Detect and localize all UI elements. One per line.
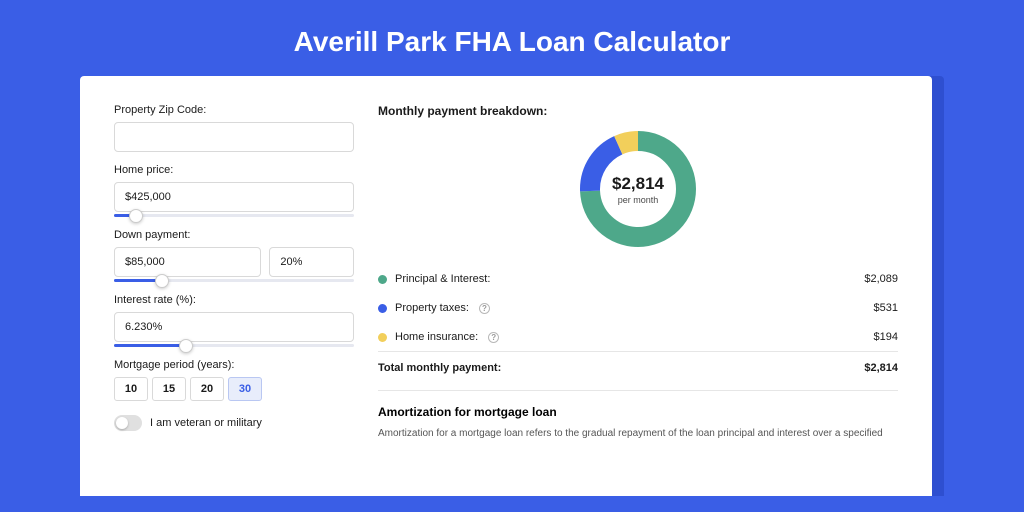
donut-chart: $2,814 per month [577,128,699,250]
interest-rate-label: Interest rate (%): [114,294,354,306]
amortization-text: Amortization for a mortgage loan refers … [378,427,898,441]
veteran-toggle-label: I am veteran or military [150,417,262,429]
total-value: $2,814 [864,362,898,374]
legend-value-ins: $194 [874,331,898,343]
home-price-slider[interactable] [114,214,354,217]
info-icon[interactable]: ? [488,332,499,343]
mortgage-period-btn-10[interactable]: 10 [114,377,148,401]
interest-rate-slider-fill [114,344,186,347]
legend-row-pi: Principal & Interest: $2,089 [378,264,898,293]
down-payment-slider[interactable] [114,279,354,282]
mortgage-period-btn-15[interactable]: 15 [152,377,186,401]
legend-label-ins: Home insurance: [395,331,478,343]
amortization-title: Amortization for mortgage loan [378,405,898,419]
legend-value-pi: $2,089 [864,273,898,285]
down-payment-slider-thumb[interactable] [155,274,169,288]
legend-dot-ins [378,333,387,342]
legend-row-tax: Property taxes: ? $531 [378,293,898,322]
down-payment-pct-input[interactable] [269,247,354,277]
legend-dot-pi [378,275,387,284]
veteran-toggle-row: I am veteran or military [114,415,354,431]
legend-dot-tax [378,304,387,313]
zip-input[interactable] [114,122,354,152]
legend-value-tax: $531 [874,302,898,314]
home-price-slider-thumb[interactable] [129,209,143,223]
legend-label-tax: Property taxes: [395,302,469,314]
interest-rate-input[interactable] [114,312,354,342]
zip-label: Property Zip Code: [114,104,354,116]
down-payment-input[interactable] [114,247,261,277]
home-price-field-group: Home price: [114,164,354,217]
down-payment-label: Down payment: [114,229,354,241]
calculator-card: Property Zip Code: Home price: Down paym… [80,76,932,496]
breakdown-title: Monthly payment breakdown: [378,104,898,118]
donut-center-sub: per month [618,195,659,205]
total-label: Total monthly payment: [378,362,501,374]
legend-row-ins: Home insurance: ? $194 [378,322,898,351]
donut-wrap: $2,814 per month [378,128,898,250]
down-payment-field-group: Down payment: [114,229,354,282]
mortgage-period-field-group: Mortgage period (years): 10 15 20 30 [114,359,354,401]
interest-rate-field-group: Interest rate (%): [114,294,354,347]
card-shadow: Property Zip Code: Home price: Down paym… [80,76,944,496]
interest-rate-slider[interactable] [114,344,354,347]
legend-label-pi: Principal & Interest: [395,273,490,285]
info-icon[interactable]: ? [479,303,490,314]
page-title: Averill Park FHA Loan Calculator [0,0,1024,76]
donut-center-value: $2,814 [612,174,664,194]
veteran-toggle-knob [116,417,128,429]
home-price-input[interactable] [114,182,354,212]
left-column: Property Zip Code: Home price: Down paym… [114,104,354,496]
veteran-toggle[interactable] [114,415,142,431]
mortgage-period-options: 10 15 20 30 [114,377,354,401]
total-row: Total monthly payment: $2,814 [378,351,898,384]
donut-center: $2,814 per month [577,128,699,250]
home-price-label: Home price: [114,164,354,176]
mortgage-period-btn-30[interactable]: 30 [228,377,262,401]
mortgage-period-btn-20[interactable]: 20 [190,377,224,401]
zip-field-group: Property Zip Code: [114,104,354,152]
interest-rate-slider-thumb[interactable] [179,339,193,353]
right-column: Monthly payment breakdown: $2,814 per mo… [378,104,898,496]
amortization-section: Amortization for mortgage loan Amortizat… [378,390,898,441]
mortgage-period-label: Mortgage period (years): [114,359,354,371]
